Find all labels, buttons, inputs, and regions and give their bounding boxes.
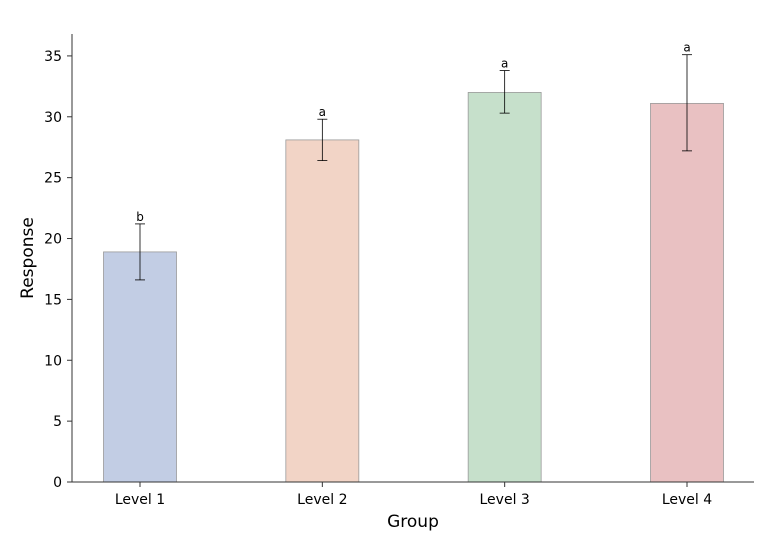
significance-label: a: [683, 41, 690, 55]
x-axis-title: Group: [387, 512, 439, 532]
y-axis-title: Response: [18, 217, 38, 299]
bar-1: [103, 251, 177, 483]
y-tick-label: 20: [44, 232, 62, 248]
x-tick-label: Level 3: [480, 492, 530, 508]
x-axis: Level 1 Level 2 Level 3 Level 4: [72, 481, 754, 508]
y-tick-label: 0: [53, 475, 62, 491]
bars-layer: [103, 92, 724, 483]
significance-label: b: [136, 210, 144, 224]
y-tick-label: 35: [44, 49, 62, 65]
bar-3: [467, 92, 542, 483]
y-tick-label: 5: [53, 414, 62, 430]
x-tick-label: Level 2: [297, 492, 347, 508]
bar-4: [650, 102, 724, 483]
x-tick-label: Level 4: [662, 492, 712, 508]
y-tick-label: 25: [44, 171, 62, 187]
y-tick-label: 30: [44, 110, 62, 126]
y-tick-label: 10: [44, 353, 62, 369]
y-tick-label: 15: [44, 292, 62, 308]
y-axis: 0 5 10 15 20 25 30 35: [44, 34, 73, 491]
bar-2: [285, 139, 360, 483]
x-tick-label: Level 1: [115, 492, 165, 508]
significance-label: a: [501, 57, 508, 71]
error-bars-layer: [135, 54, 692, 281]
significance-labels-layer: b a a a: [136, 41, 690, 224]
significance-label: a: [319, 105, 326, 119]
